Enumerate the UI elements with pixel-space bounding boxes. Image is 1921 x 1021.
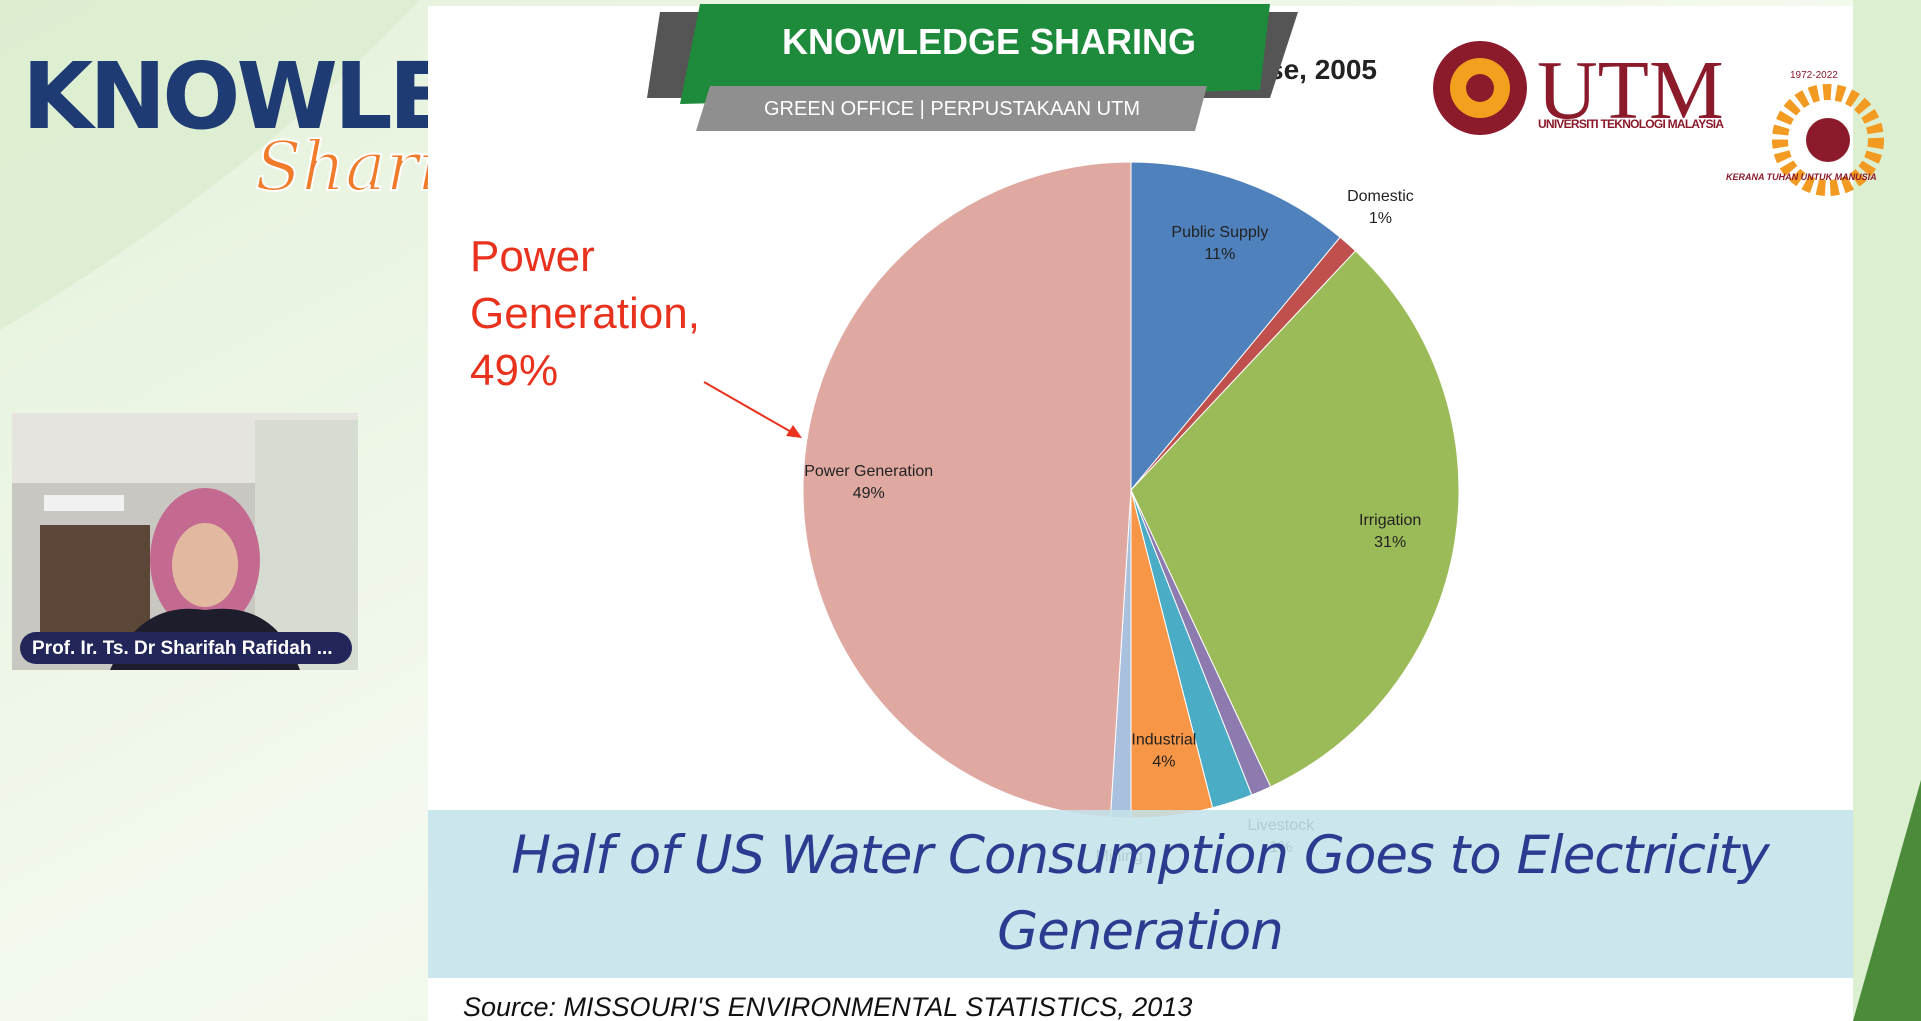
- banner-title: KNOWLEDGE SHARING: [782, 21, 1196, 62]
- slice-label: Power Generation: [804, 463, 933, 480]
- banner: [680, 4, 1270, 104]
- pie-slice: [1130, 161, 1341, 492]
- utm-emblem-core: [1466, 74, 1494, 102]
- arrow-head: [786, 425, 802, 438]
- speaker-name: Prof. Ir. Ts. Dr Sharifah Rafidah ...: [32, 638, 333, 659]
- banner-subtitle: GREEN OFFICE | PERPUSTAKAAN UTM: [764, 98, 1140, 120]
- utm-name: UTM: [1537, 44, 1724, 137]
- slice-value-label: 49%: [853, 485, 885, 502]
- banner-bar: [696, 86, 1207, 131]
- anniversary-years: 1972-2022: [1790, 70, 1838, 81]
- speaker-video: Prof. Ir. Ts. Dr Sharifah Rafidah ...: [12, 413, 358, 670]
- slice-value-label: 31%: [1374, 534, 1406, 551]
- pie-slice: [802, 161, 1132, 818]
- slice-label: Irrigation: [1359, 512, 1421, 529]
- anniversary-core: [1806, 118, 1850, 162]
- slice-label: Industrial: [1131, 731, 1196, 748]
- caption-band: [428, 810, 1853, 978]
- name-tag: [20, 632, 352, 664]
- slice-label: Public Supply: [1171, 224, 1268, 241]
- anniversary-emblem: [1772, 84, 1884, 196]
- right-accent: [1853, 780, 1921, 1021]
- slide-title: se, 2005: [1268, 54, 1377, 85]
- utm-full-name: UNIVERSITI TEKNOLOGI MALAYSIA: [1538, 117, 1724, 131]
- annotation: Power Generation, 49%: [470, 232, 700, 395]
- caption: Half of US Water Consumption Goes to Ele…: [511, 825, 1770, 962]
- source: Source: MISSOURI'S ENVIRONMENTAL STATIST…: [463, 992, 1192, 1021]
- slice-value-label: 11%: [1204, 246, 1235, 263]
- motto: KERANA TUHAN UNTUK MANUSIA: [1726, 172, 1877, 182]
- pie-slice: [1130, 250, 1460, 788]
- left-accent: [0, 0, 420, 330]
- slice-value-label: 4%: [1152, 753, 1175, 770]
- pie-chart: Public Supply11%Domestic1%Irrigation31%L…: [802, 161, 1460, 865]
- slice-value-label: 1%: [1369, 210, 1392, 227]
- annotation-arrow: [703, 381, 801, 438]
- right-panel: [1853, 0, 1921, 1021]
- slice-label: Domestic: [1347, 188, 1414, 205]
